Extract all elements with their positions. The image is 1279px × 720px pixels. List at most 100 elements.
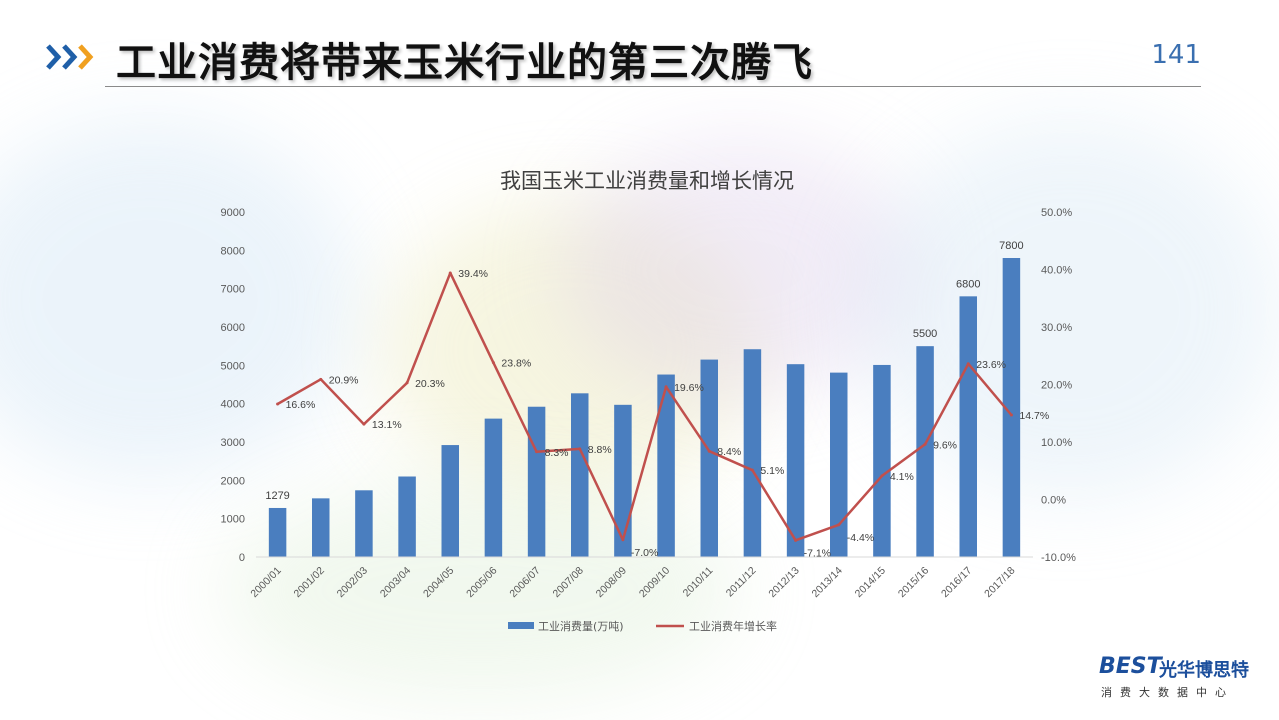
y-right-tick-label: 50.0%: [1041, 207, 1072, 219]
y-right-tick-label: -10.0%: [1041, 552, 1076, 564]
x-tick-label: 2003/04: [378, 565, 413, 600]
line-data-label: 23.8%: [501, 358, 531, 370]
bar: [959, 296, 977, 557]
line-data-label: 13.1%: [372, 419, 402, 431]
y-right-tick-label: 10.0%: [1041, 437, 1072, 449]
y-left-tick-label: 0: [239, 552, 245, 564]
chevron-arrows-icon: [46, 44, 94, 70]
y-left-tick-label: 1000: [221, 514, 245, 526]
page-number: 141: [1151, 40, 1201, 70]
line-point: [319, 377, 323, 381]
legend-bar-label: 工业消费量(万吨): [538, 619, 624, 633]
line-point: [491, 361, 495, 365]
y-left-tick-label: 7000: [221, 284, 245, 296]
bar-data-label: 7800: [999, 240, 1023, 252]
line-data-label: 9.6%: [933, 439, 957, 451]
x-tick-label: 2013/14: [810, 565, 845, 600]
title-divider: [105, 86, 1201, 87]
y-right-tick-label: 30.0%: [1041, 322, 1072, 334]
bar: [312, 498, 330, 557]
left-axis: 0 1000 2000 3000 4000 5000 6000 7000 8000 9000: [221, 207, 245, 564]
x-tick-label: 2012/13: [766, 565, 801, 600]
line-data-label: 16.6%: [286, 399, 316, 411]
bar-data-label: 6800: [956, 278, 980, 290]
bar: [398, 476, 416, 557]
bar: [873, 364, 891, 557]
y-right-tick-label: 0.0%: [1041, 495, 1066, 507]
y-left-tick-label: 4000: [221, 399, 245, 411]
growth-line: [276, 271, 1013, 542]
bar: [268, 507, 287, 557]
line-data-label: 14.7%: [1019, 410, 1049, 422]
x-tick-label: 2000/01: [248, 565, 283, 600]
line-point: [794, 538, 798, 542]
page-title: 工业消费将带来玉米行业的第三次腾飞: [116, 40, 813, 86]
line-point: [578, 447, 582, 451]
line-point: [664, 385, 668, 389]
line-data-label: 20.9%: [329, 374, 359, 386]
line-point: [880, 474, 884, 478]
line-point: [535, 450, 539, 454]
line-point: [966, 362, 970, 366]
x-tick-label: 2002/03: [335, 565, 370, 600]
bar: [700, 359, 718, 557]
line-data-label: 23.6%: [976, 359, 1006, 371]
bar: [657, 374, 675, 557]
x-tick-label: 2006/07: [507, 565, 542, 600]
x-tick-label: 2004/05: [421, 565, 456, 600]
bar: [441, 445, 459, 557]
y-right-tick-label: 40.0%: [1041, 265, 1072, 277]
bar: [571, 393, 589, 557]
legend-line-label: 工业消费年增长率: [689, 619, 777, 633]
bar: [355, 490, 373, 557]
x-tick-label: 2017/18: [982, 565, 1017, 600]
bar: [1002, 258, 1021, 557]
x-tick-label: 2010/11: [681, 565, 716, 600]
line-point: [276, 402, 280, 406]
line-point: [448, 271, 452, 275]
line-series: 16.6% 20.9% 13.1% 20.3% 39.4% 23.8% 8.3% 8.8% -7…: [276, 268, 1049, 559]
line-data-label: -4.4%: [847, 532, 874, 544]
brand-logo: BEST 光华博思特 消费大数据中心: [1099, 654, 1259, 704]
line-point: [1009, 413, 1013, 417]
x-tick-label: 2008/09: [594, 565, 629, 600]
line-point: [707, 449, 711, 453]
bar: [527, 406, 546, 557]
logo-name: 光华博思特: [1159, 660, 1249, 681]
y-left-tick-label: 3000: [221, 437, 245, 449]
y-right-tick-label: 20.0%: [1041, 380, 1072, 392]
logo-mark: BEST: [1099, 654, 1162, 679]
line-point: [621, 538, 625, 542]
bar: [614, 404, 632, 557]
line-point: [837, 523, 841, 527]
x-tick-label: 2011/12: [724, 565, 759, 600]
line-data-label: 5.1%: [760, 465, 784, 477]
x-tick-label: 2016/17: [939, 565, 974, 600]
y-left-tick-label: 8000: [221, 245, 245, 257]
line-point: [750, 468, 754, 472]
bar: [743, 349, 762, 557]
line-point: [362, 422, 366, 426]
bar: [484, 418, 503, 557]
line-data-label: -7.1%: [804, 547, 831, 559]
line-data-label: 8.3%: [545, 447, 569, 459]
x-tick-label: 2015/16: [896, 565, 931, 600]
y-left-tick-label: 2000: [221, 475, 245, 487]
bar-series: 1279 5500 6800 7800: [265, 240, 1024, 557]
line-data-label: 19.6%: [674, 382, 704, 394]
line-point: [923, 442, 927, 446]
y-left-tick-label: 6000: [221, 322, 245, 334]
line-data-label: 39.4%: [458, 268, 488, 280]
bar-data-label: 5500: [913, 328, 937, 340]
x-tick-label: 2009/10: [637, 565, 672, 600]
chart-title: 我国玉米工业消费量和增长情况: [500, 169, 794, 193]
line-data-label: 20.3%: [415, 378, 445, 390]
bar: [830, 372, 848, 557]
y-left-tick-label: 9000: [221, 207, 245, 219]
line-data-label: -7.0%: [631, 547, 658, 559]
x-axis: 2000/01 2001/02 2002/03 2003/04 2004/05 2005/…: [248, 556, 1033, 600]
legend: 工业消费量(万吨) 工业消费年增长率: [508, 619, 777, 633]
line-data-label: 4.1%: [890, 471, 914, 483]
bar: [786, 364, 805, 557]
